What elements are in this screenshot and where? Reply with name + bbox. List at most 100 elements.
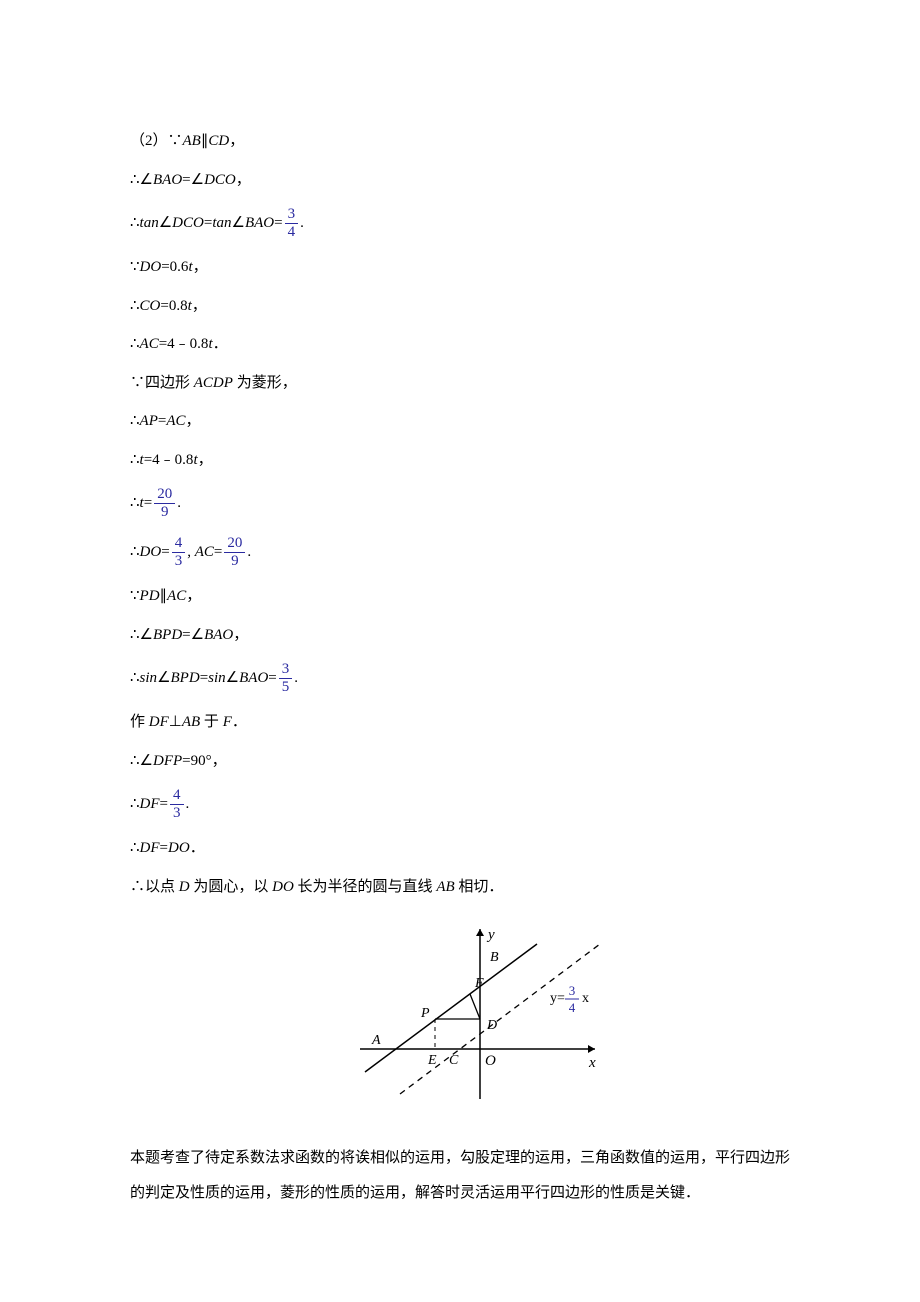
t: =0.8 [160,298,187,314]
t: ∵四边形 [130,375,194,391]
fraction: 209 [224,536,245,569]
t: 为菱形， [233,375,297,391]
svg-text:x: x [582,991,589,1006]
var: AB [436,879,454,895]
var: F [223,714,232,730]
t: ∠ [226,670,239,686]
den: 9 [154,504,175,520]
t: ， [192,298,207,314]
t: =4﹣0.8 [144,452,194,468]
svg-text:y=: y= [550,991,565,1006]
svg-text:P: P [420,1006,430,1021]
t: （2）∵ [130,133,183,149]
var: DFP [153,753,182,769]
var: BAO [239,670,268,686]
line-8: ∴AP=AC， [130,410,800,433]
t: ∠ [231,215,244,231]
den: 9 [224,553,245,569]
t: ∴ [130,336,140,352]
num: 4 [172,536,186,553]
svg-text:y: y [486,927,495,943]
t: ∴∠ [130,627,153,643]
t: ∴ [130,495,140,511]
svg-text:F: F [474,976,484,991]
line-2: ∴∠BAO=∠DCO， [130,169,800,192]
svg-text:x: x [588,1055,596,1071]
svg-text:C: C [449,1053,459,1068]
var: ACDP [194,375,233,391]
t: ， [193,259,208,275]
t: =4﹣0.8 [159,336,209,352]
t: . [247,544,251,560]
num: 20 [154,487,175,504]
var: DO [168,840,190,856]
fn: sin [140,670,158,686]
num: 3 [279,662,293,679]
t: . [300,215,304,231]
var: AB [183,133,201,149]
t: 相切． [455,879,504,895]
t: ∴以点 [130,879,179,895]
line-14: ∴sin∠BPD=sin∠BAO=35. [130,662,800,695]
t: ∴ [130,215,140,231]
t: ， [198,452,213,468]
fn: tan [212,215,231,231]
line-10: ∴t=209. [130,487,800,520]
num: 3 [285,207,299,224]
t: ∴ [130,840,140,856]
t: =0.6 [161,259,188,275]
var: DF [140,796,160,812]
t: . [186,796,190,812]
var: AC [195,544,214,560]
var: BPD [153,627,182,643]
line-16: ∴∠DFP=90°， [130,750,800,773]
num: 20 [224,536,245,553]
line-1: （2）∵AB∥CD， [130,130,800,153]
t: 长为半径的圆与直线 [294,879,437,895]
t: = [214,544,222,560]
t: =90°， [182,753,226,769]
t: ． [232,714,247,730]
den: 5 [279,679,293,695]
line-13: ∴∠BPD=∠BAO， [130,624,800,647]
line-6: ∴AC=4﹣0.8t． [130,333,800,356]
t: 为圆心，以 [190,879,273,895]
t: ∴ [130,796,140,812]
t: = [144,495,152,511]
line-3: ∴tan∠DCO=tan∠BAO=34. [130,207,800,240]
t: ∴ [130,544,140,560]
var: AP [140,413,158,429]
t: ∴ [130,670,140,686]
fn: sin [208,670,226,686]
t: =∠ [182,627,204,643]
t: ∠ [159,215,172,231]
var: CD [208,133,229,149]
var: AC [167,588,186,604]
t: ， [236,172,251,188]
var: DO [140,544,162,560]
t: ， [186,413,201,429]
t: ∠ [157,670,170,686]
svg-text:3: 3 [569,983,576,998]
t: ∴∠ [130,753,153,769]
t: = [268,670,276,686]
line-9: ∴t=4﹣0.8t， [130,449,800,472]
var: DO [140,259,162,275]
fraction: 43 [170,788,184,821]
t: ⊥ [169,714,182,730]
t: , [187,544,195,560]
t: = [274,215,282,231]
t: ∥ [160,588,168,604]
t: ∵ [130,259,140,275]
var: AB [182,714,200,730]
line-4: ∵DO=0.6t， [130,256,800,279]
fraction: 43 [172,536,186,569]
t: . [177,495,181,511]
line-11: ∴DO=43, AC=209. [130,536,800,569]
line-5: ∴CO=0.8t， [130,295,800,318]
line-15: 作 DF⊥AB 于 F． [130,711,800,734]
fraction: 34 [285,207,299,240]
line-12: ∵PD∥AC， [130,585,800,608]
page-container: （2）∵AB∥CD， ∴∠BAO=∠DCO， ∴tan∠DCO=tan∠BAO=… [0,0,920,1302]
den: 3 [170,805,184,821]
